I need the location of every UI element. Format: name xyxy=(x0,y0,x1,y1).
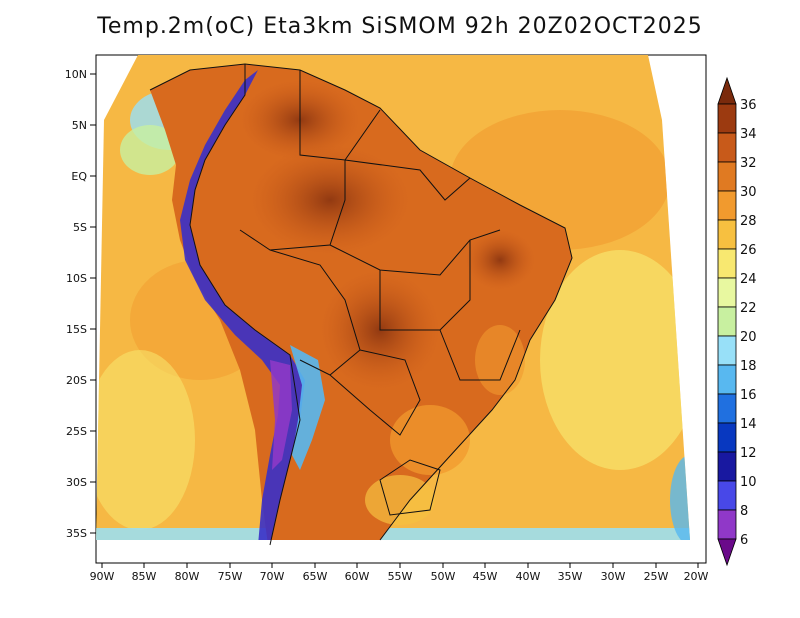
lat-label: EQ xyxy=(71,170,87,183)
colorbar-swatch xyxy=(717,277,737,308)
colorbar-swatch xyxy=(717,219,737,250)
mild-highland xyxy=(390,405,470,475)
mild-highland xyxy=(365,475,435,525)
colorbar-label: 36 xyxy=(740,98,757,113)
colorbar-swatch xyxy=(717,190,737,221)
colorbar-label: 24 xyxy=(740,272,757,287)
border-brazil-states xyxy=(329,229,501,276)
lat-label: 20S xyxy=(66,374,87,387)
lon-label: 90W xyxy=(90,570,115,583)
lat-label: 5N xyxy=(72,119,87,132)
colorbar-swatch xyxy=(717,422,737,453)
colorbar-label: 8 xyxy=(740,504,748,519)
lon-label: 70W xyxy=(260,570,285,583)
lon-label: 30W xyxy=(601,570,626,583)
ocean-cool-patch xyxy=(96,350,195,530)
colorbar-label: 14 xyxy=(740,417,757,432)
border-guianas xyxy=(344,159,471,201)
latitude-axis: 10N 5N EQ 5S 10S 15S 20S 25S 30S 35S xyxy=(65,68,96,540)
lon-label: 45W xyxy=(473,570,498,583)
lon-label: 55W xyxy=(388,570,413,583)
ocean-cold-patch xyxy=(670,455,690,540)
mild-highland xyxy=(475,325,525,395)
lon-label: 25W xyxy=(644,570,669,583)
colorbar-label: 6 xyxy=(740,533,748,548)
hot-core xyxy=(465,230,535,290)
colorbar-swatch xyxy=(717,451,737,482)
colorbar-label: 22 xyxy=(740,301,757,316)
lon-label: 60W xyxy=(345,570,370,583)
colorbar-swatch xyxy=(717,509,737,540)
lon-label: 50W xyxy=(431,570,456,583)
lon-label: 40W xyxy=(516,570,541,583)
pacific-coastline xyxy=(189,64,301,546)
temperature-field xyxy=(96,55,690,540)
border-brazil-states xyxy=(439,329,521,381)
country-borders xyxy=(149,63,573,546)
colorbar-label: 32 xyxy=(740,156,757,171)
colorbar-label: 34 xyxy=(740,127,757,142)
colorbar-swatch xyxy=(717,306,737,337)
lon-label: 85W xyxy=(132,570,157,583)
colorbar-label: 18 xyxy=(740,359,757,374)
lon-label: 75W xyxy=(218,570,243,583)
andes-altiplano-cold xyxy=(270,360,292,470)
colorbar-swatch xyxy=(717,132,737,163)
colorbar-label: 26 xyxy=(740,243,757,258)
colorbar-swatch xyxy=(717,364,737,395)
colorbar-label: 10 xyxy=(740,475,757,490)
colorbar-label: 16 xyxy=(740,388,757,403)
lat-label: 30S xyxy=(66,476,87,489)
colorbar-swatch xyxy=(717,103,737,134)
lat-label: 15S xyxy=(66,323,87,336)
lat-label: 10S xyxy=(66,272,87,285)
colorbar: 36 34 32 30 28 26 24 22 20 18 16 14 12 10 8 6 xyxy=(717,76,757,567)
colorbar-cap-bottom xyxy=(717,538,737,567)
colorbar-swatch xyxy=(717,161,737,192)
colorbar-swatch xyxy=(717,248,737,279)
southern-cold-band xyxy=(96,528,690,540)
colorbar-label: 30 xyxy=(740,185,757,200)
ocean-cold-patch xyxy=(120,125,180,175)
ocean-cool-patch xyxy=(540,250,690,470)
border-venezuela xyxy=(299,70,381,161)
colorbar-label: 12 xyxy=(740,446,757,461)
border-paraguay xyxy=(329,349,421,436)
atlantic-coastline xyxy=(149,63,573,541)
lon-label: 80W xyxy=(175,570,200,583)
lat-label: 35S xyxy=(66,527,87,540)
colorbar-swatch xyxy=(717,393,737,424)
lon-label: 35W xyxy=(558,570,583,583)
lat-label: 10N xyxy=(65,68,87,81)
hot-core xyxy=(250,145,410,255)
colorbar-label: 28 xyxy=(740,214,757,229)
border-bolivia xyxy=(269,249,361,376)
longitude-axis: 90W 85W 80W 75W 70W 65W 60W 55W 50W 45W … xyxy=(90,563,709,583)
colorbar-swatch xyxy=(717,480,737,511)
lon-label: 65W xyxy=(303,570,328,583)
colorbar-swatch xyxy=(717,335,737,366)
colorbar-label: 20 xyxy=(740,330,757,345)
lat-label: 25S xyxy=(66,425,87,438)
lat-label: 5S xyxy=(73,221,87,234)
lon-label: 20W xyxy=(684,570,709,583)
andes-highland-cool xyxy=(290,345,325,470)
border-uruguay xyxy=(379,459,441,516)
map-title: Temp.2m(oC) Eta3km SiSMOM 92h 20Z02OCT20… xyxy=(97,14,703,39)
colorbar-cap-top xyxy=(717,76,737,105)
